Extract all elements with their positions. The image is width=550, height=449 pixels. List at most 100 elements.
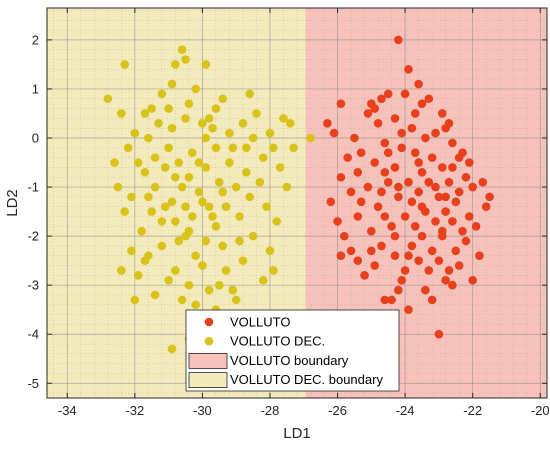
data-point [390, 231, 400, 241]
data-point [282, 182, 292, 192]
data-point [204, 114, 214, 123]
data-point [235, 236, 244, 246]
data-point [201, 133, 211, 143]
legend-label: VOLLUTO boundary [230, 353, 349, 368]
series-volluto [323, 35, 494, 339]
data-point [410, 148, 420, 158]
data-point [140, 168, 150, 177]
data-point [171, 266, 180, 275]
data-point [174, 158, 184, 167]
data-point [448, 280, 457, 290]
data-point [461, 236, 471, 246]
y-tick-label: 2 [32, 32, 39, 47]
data-point [140, 109, 150, 118]
data-point [414, 79, 423, 89]
data-point [262, 202, 271, 211]
data-point [201, 236, 211, 246]
data-point [424, 177, 434, 187]
data-point [187, 212, 197, 221]
data-point [177, 295, 187, 305]
data-point [417, 168, 427, 177]
data-point [363, 109, 373, 118]
data-point [346, 187, 356, 197]
data-point [404, 305, 413, 314]
data-point [394, 182, 403, 192]
data-point [150, 153, 160, 162]
data-point [285, 118, 295, 128]
data-point [417, 202, 427, 211]
data-point [448, 138, 457, 148]
data-point [468, 275, 477, 285]
data-point [204, 202, 214, 211]
y-tick-label: -5 [27, 376, 39, 391]
data-point [370, 158, 380, 167]
data-point [198, 261, 207, 270]
data-point [208, 212, 217, 221]
data-point [464, 212, 474, 221]
data-point [383, 89, 393, 99]
data-point [448, 163, 457, 172]
data-point [164, 104, 173, 113]
data-point [177, 182, 187, 192]
data-point [221, 202, 231, 211]
data-point [404, 177, 413, 187]
data-point [204, 285, 214, 295]
series-volluto-dec [103, 45, 315, 354]
data-point [431, 217, 440, 226]
data-point [353, 168, 363, 177]
data-point [360, 271, 369, 280]
data-point [225, 128, 234, 138]
data-point [377, 241, 386, 251]
data-point [181, 202, 190, 211]
data-point [160, 163, 170, 172]
data-point [404, 251, 413, 261]
data-point [228, 143, 238, 153]
data-point [390, 163, 400, 172]
data-point [431, 128, 440, 138]
data-point [410, 109, 420, 118]
data-point [353, 256, 363, 265]
data-point [231, 182, 241, 192]
data-point [468, 182, 477, 192]
data-point [485, 192, 494, 202]
data-point [144, 133, 153, 143]
data-point [265, 128, 275, 138]
data-point [269, 143, 278, 153]
data-point [194, 187, 204, 197]
data-point [353, 212, 363, 221]
legend-label: VOLLUTO [230, 315, 290, 330]
data-point [444, 177, 454, 187]
data-point [346, 246, 356, 256]
data-point [397, 128, 407, 138]
data-point [397, 275, 407, 285]
data-point [160, 202, 170, 211]
data-point [269, 266, 278, 275]
data-point [424, 266, 434, 275]
data-point [437, 226, 447, 236]
data-point [130, 295, 140, 305]
data-point [252, 109, 261, 118]
data-point [279, 114, 288, 123]
data-point [167, 123, 177, 133]
data-point [242, 168, 251, 177]
y-tick-label: 1 [32, 81, 39, 96]
data-point [289, 143, 298, 153]
data-point [255, 177, 265, 187]
data-point [235, 212, 244, 221]
data-point [448, 217, 457, 226]
legend-marker [204, 317, 214, 327]
data-point [380, 138, 390, 148]
data-point [242, 143, 251, 153]
data-point [451, 197, 461, 207]
data-point [383, 148, 393, 158]
data-point [407, 241, 417, 251]
data-point [218, 94, 227, 104]
data-point [191, 300, 200, 310]
data-point [471, 222, 481, 231]
data-point [167, 344, 177, 354]
data-point [356, 197, 366, 207]
data-point [157, 241, 167, 251]
data-point [198, 197, 207, 207]
data-point [171, 217, 180, 226]
